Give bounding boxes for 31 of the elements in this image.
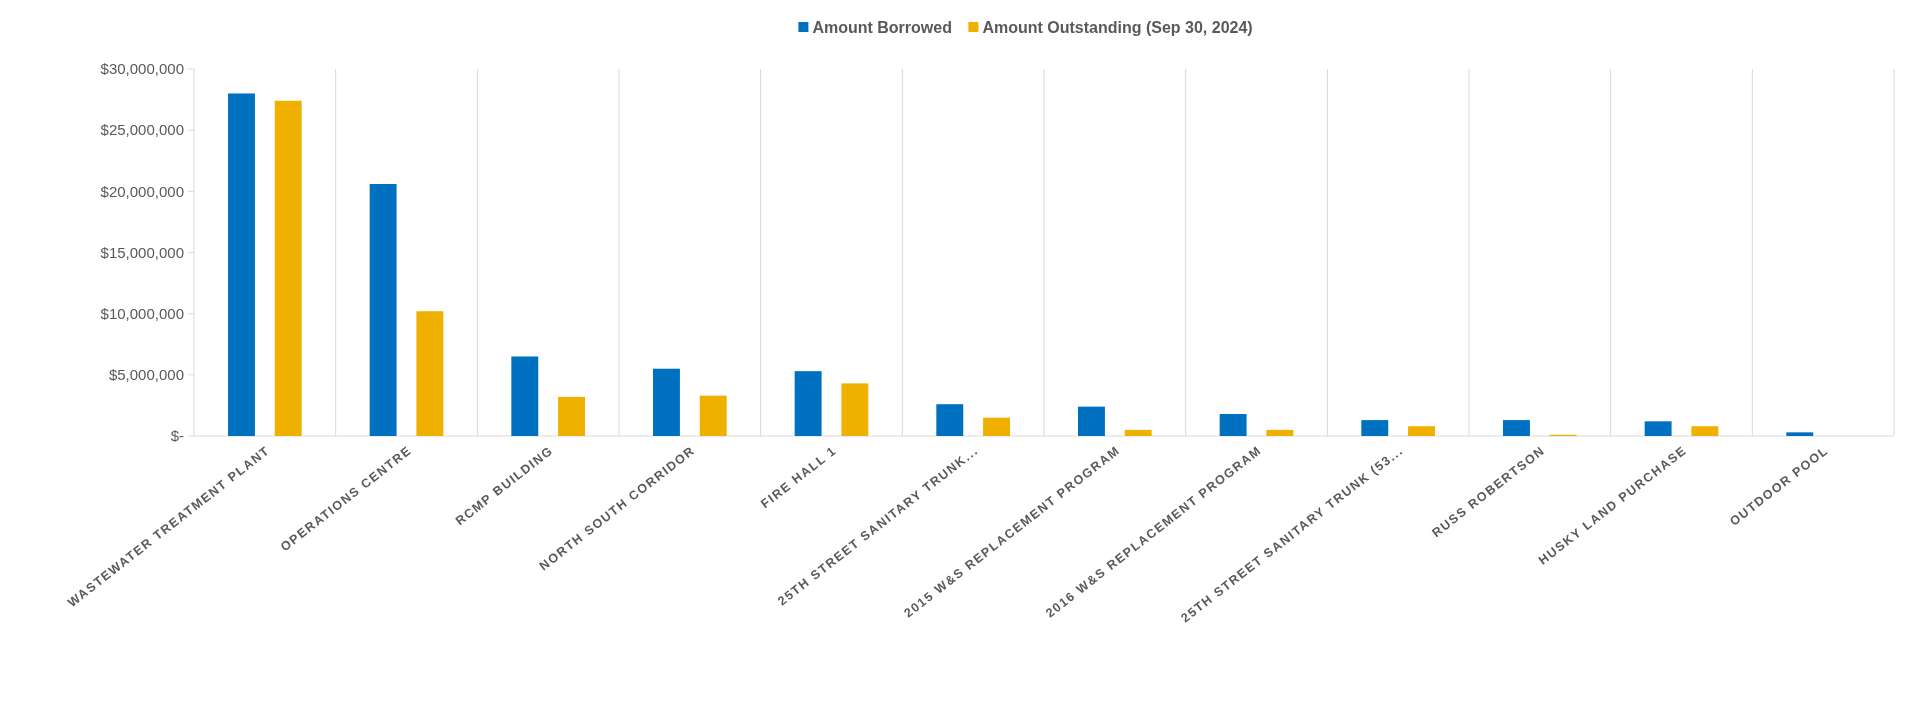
bar bbox=[1078, 406, 1105, 436]
bar bbox=[274, 100, 302, 436]
bar bbox=[1408, 426, 1435, 436]
y-tick-label: $30,000,000 bbox=[100, 60, 184, 78]
y-tick-label: $5,000,000 bbox=[108, 366, 184, 384]
y-tick-label: $25,000,000 bbox=[100, 121, 184, 139]
bar bbox=[511, 356, 539, 436]
bar bbox=[1219, 413, 1247, 436]
legend-label: Amount Borrowed bbox=[812, 18, 952, 36]
bar bbox=[1786, 432, 1814, 436]
bar bbox=[369, 183, 397, 436]
bar bbox=[228, 93, 255, 436]
bar bbox=[699, 395, 727, 436]
bar bbox=[1644, 421, 1672, 436]
y-tick-label: $15,000,000 bbox=[100, 243, 184, 261]
y-tick-label: $20,000,000 bbox=[100, 182, 184, 200]
bar bbox=[841, 383, 869, 436]
bar bbox=[1266, 429, 1294, 436]
bar bbox=[1124, 429, 1152, 436]
bar bbox=[1361, 420, 1389, 436]
bar bbox=[794, 371, 822, 436]
y-tick-label: $- bbox=[170, 427, 184, 445]
bar bbox=[1691, 426, 1719, 436]
y-tick-label: $10,000,000 bbox=[100, 304, 184, 322]
bar bbox=[1503, 420, 1530, 436]
bar bbox=[983, 417, 1010, 436]
bar bbox=[936, 404, 964, 436]
bar bbox=[653, 368, 680, 436]
bar bbox=[416, 311, 444, 436]
legend-label: Amount Outstanding (Sep 30, 2024) bbox=[982, 18, 1253, 36]
bar bbox=[558, 396, 585, 436]
